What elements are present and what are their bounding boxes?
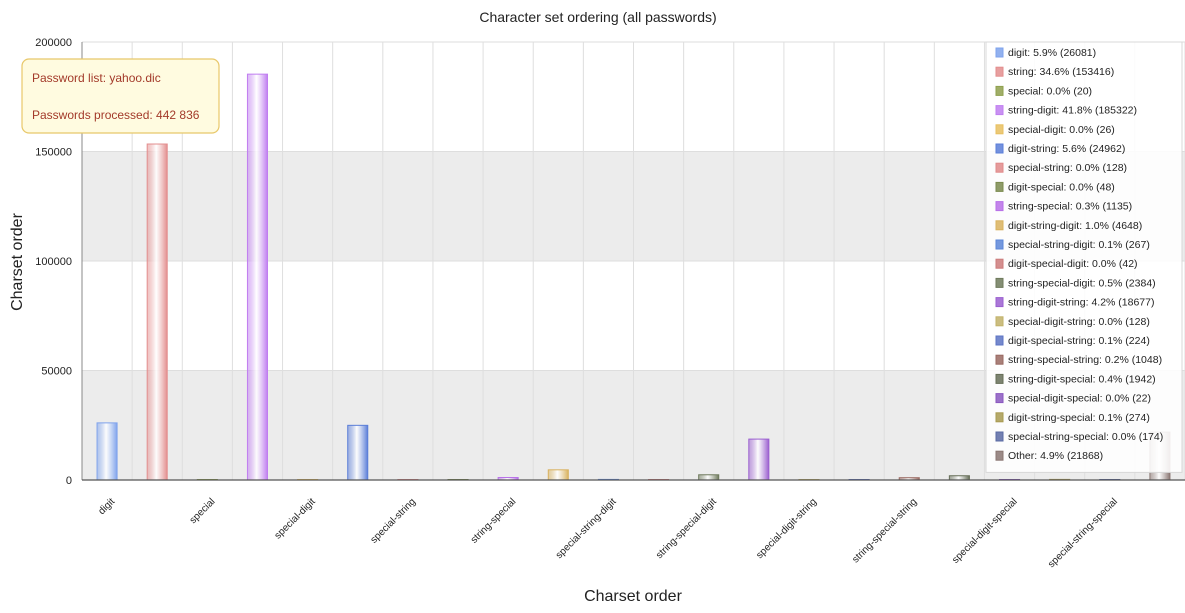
legend-item: digit-string-special: 0.1% (274)	[1008, 412, 1150, 424]
legend-box	[985, 41, 1183, 473]
legend-swatch	[995, 316, 1004, 327]
legend-swatch	[995, 258, 1004, 269]
legend-item: special-digit-string: 0.0% (128)	[1008, 316, 1150, 328]
legend-swatch	[995, 105, 1004, 116]
bar-string-digit-special	[948, 475, 970, 481]
x-tick-label: string-special-digit	[654, 496, 719, 561]
legend-swatch	[995, 335, 1004, 346]
y-tick-label: 150000	[35, 147, 72, 159]
legend-swatch	[995, 412, 1004, 423]
legend-item: digit-special-digit: 0.0% (42)	[1008, 258, 1138, 270]
y-tick-label: 50000	[41, 366, 72, 378]
legend-item: special-string-digit: 0.1% (267)	[1008, 239, 1150, 251]
info-annotation-box	[21, 58, 220, 134]
bar-string-special-digit	[698, 474, 720, 481]
x-tick-label: digit	[96, 496, 117, 517]
y-axis-label: Charset order	[9, 212, 26, 310]
legend-item: Other: 4.9% (21868)	[1008, 450, 1103, 462]
legend-swatch	[995, 393, 1004, 404]
bar-digit-string-digit	[547, 469, 569, 481]
legend-item: string-digit-string: 4.2% (18677)	[1008, 297, 1154, 309]
y-tick-label: 200000	[35, 37, 72, 49]
legend-item: string-special: 0.3% (1135)	[1008, 201, 1132, 213]
legend-item: string-special-string: 0.2% (1048)	[1008, 354, 1162, 366]
legend-item: special-string-special: 0.0% (174)	[1008, 431, 1163, 443]
bar-string-digit	[246, 73, 269, 481]
legend-swatch	[995, 277, 1004, 288]
info-annotation: Password list: yahoo.dic Passwords proce…	[21, 58, 220, 134]
legend-swatch	[995, 124, 1004, 135]
bar-digit	[96, 422, 118, 481]
legend-item: digit-special-string: 0.1% (224)	[1008, 335, 1150, 347]
legend-item: string: 34.6% (153416)	[1008, 66, 1114, 78]
passwords-processed-label: Passwords processed: 442 836	[32, 108, 200, 122]
y-tick-labels: 0 50000 100000 150000 200000	[35, 37, 72, 487]
x-tick-label: special-digit	[273, 496, 318, 541]
legend-swatch	[995, 143, 1004, 154]
password-list-label: Password list: yahoo.dic	[32, 71, 161, 85]
bar-digit-string	[347, 424, 369, 481]
legend-swatch	[995, 239, 1004, 250]
legend-item: string-digit: 41.8% (185322)	[1008, 105, 1137, 117]
legend-item: special-digit: 0.0% (26)	[1008, 124, 1115, 136]
x-tick-label: special-string-digit	[554, 496, 619, 561]
legend-swatch	[995, 297, 1004, 308]
legend-swatch	[995, 373, 1004, 384]
legend-swatch	[995, 431, 1004, 442]
legend-swatch	[995, 201, 1004, 212]
legend-item: digit: 5.9% (26081)	[1008, 47, 1096, 59]
x-axis-label: Charset order	[584, 588, 682, 605]
legend-swatch	[995, 162, 1004, 173]
legend-item: string-digit-special: 0.4% (1942)	[1008, 373, 1156, 385]
chart-legend: digit: 5.9% (26081) string: 34.6% (153416…	[985, 41, 1183, 473]
legend-item: string-special-digit: 0.5% (2384)	[1008, 277, 1156, 289]
x-tick-label: string-special-string	[850, 496, 919, 565]
legend-swatch	[995, 85, 1004, 96]
chart-title: Character set ordering (all passwords)	[479, 9, 716, 25]
legend-swatch	[995, 220, 1004, 231]
legend-swatch	[995, 66, 1004, 77]
bar-string-digit-string	[748, 438, 770, 481]
legend-item: special-string: 0.0% (128)	[1008, 162, 1127, 174]
y-tick-label: 100000	[35, 256, 72, 268]
legend-swatch	[995, 181, 1004, 192]
x-tick-label: special-digit-string	[754, 496, 819, 561]
legend-item: special-digit-special: 0.0% (22)	[1008, 393, 1151, 405]
x-tick-label: special	[188, 496, 218, 526]
legend-item: digit-string: 5.6% (24962)	[1008, 143, 1125, 155]
y-tick-label: 0	[66, 475, 72, 487]
legend-swatch	[995, 47, 1004, 58]
x-tick-label: special-digit-special	[950, 496, 1019, 565]
legend-swatch	[995, 450, 1004, 461]
x-tick-labels: digit special special-digit special-string s…	[96, 496, 1119, 570]
x-tick-label: special-string-special	[1046, 496, 1120, 570]
bar-string	[146, 143, 168, 481]
x-tick-label: special-string	[369, 496, 418, 545]
x-tick-label: string-special	[469, 496, 518, 545]
legend-item: special: 0.0% (20)	[1008, 85, 1092, 97]
legend-item: digit-special: 0.0% (48)	[1008, 181, 1115, 193]
legend-item: digit-string-digit: 1.0% (4648)	[1008, 220, 1142, 232]
legend-swatch	[995, 354, 1004, 365]
